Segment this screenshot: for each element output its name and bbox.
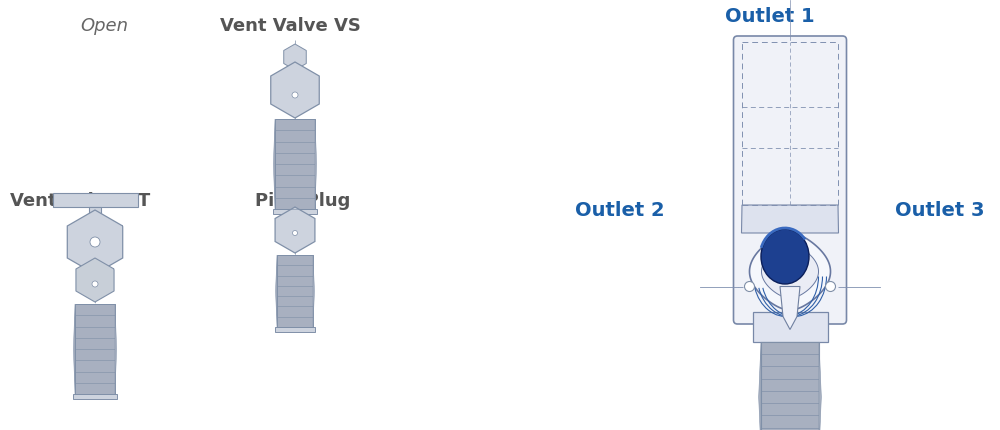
Polygon shape <box>115 304 117 394</box>
Polygon shape <box>759 342 761 430</box>
Bar <box>273 209 317 215</box>
Polygon shape <box>271 63 319 119</box>
Polygon shape <box>273 120 275 209</box>
Text: Open: Open <box>80 17 128 35</box>
Polygon shape <box>762 246 818 298</box>
Polygon shape <box>284 45 306 71</box>
Polygon shape <box>750 233 830 310</box>
Circle shape <box>90 237 100 247</box>
Bar <box>277 255 313 327</box>
Circle shape <box>292 231 298 236</box>
Text: Pipe Plug: Pipe Plug <box>255 191 350 209</box>
Polygon shape <box>315 120 317 209</box>
Circle shape <box>92 281 98 287</box>
Text: Vent Valve VS: Vent Valve VS <box>220 17 360 35</box>
Circle shape <box>292 93 298 99</box>
Polygon shape <box>276 255 277 327</box>
Circle shape <box>744 282 755 292</box>
Polygon shape <box>76 258 114 302</box>
Polygon shape <box>275 208 315 253</box>
Ellipse shape <box>761 230 809 284</box>
Text: Outlet 2: Outlet 2 <box>575 201 665 220</box>
Bar <box>89 208 101 237</box>
Polygon shape <box>742 206 838 233</box>
Bar <box>275 327 315 332</box>
Polygon shape <box>780 287 800 330</box>
FancyBboxPatch shape <box>734 37 846 324</box>
Bar <box>761 342 819 430</box>
Bar <box>75 304 115 394</box>
Bar <box>73 394 117 399</box>
Bar <box>753 312 828 342</box>
Bar <box>275 120 315 209</box>
Polygon shape <box>819 342 821 430</box>
Polygon shape <box>313 255 314 327</box>
Polygon shape <box>73 304 75 394</box>
Polygon shape <box>67 211 123 274</box>
Bar <box>52 194 138 208</box>
Circle shape <box>826 282 836 292</box>
Text: Outlet 3: Outlet 3 <box>895 201 985 220</box>
Text: Vent Valve VT: Vent Valve VT <box>10 191 150 209</box>
Text: Outlet 1: Outlet 1 <box>725 6 815 25</box>
